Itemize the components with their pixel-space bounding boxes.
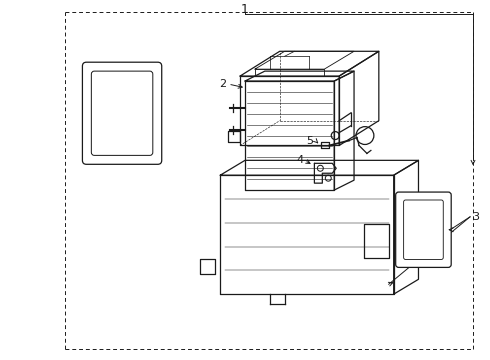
FancyBboxPatch shape <box>91 71 153 156</box>
Text: 3: 3 <box>472 212 480 222</box>
Text: 2: 2 <box>219 79 226 89</box>
Text: 5: 5 <box>306 135 313 145</box>
FancyBboxPatch shape <box>396 192 451 267</box>
Text: 4: 4 <box>296 156 303 165</box>
FancyBboxPatch shape <box>404 200 443 260</box>
Text: 1: 1 <box>241 3 249 16</box>
FancyBboxPatch shape <box>82 62 162 164</box>
